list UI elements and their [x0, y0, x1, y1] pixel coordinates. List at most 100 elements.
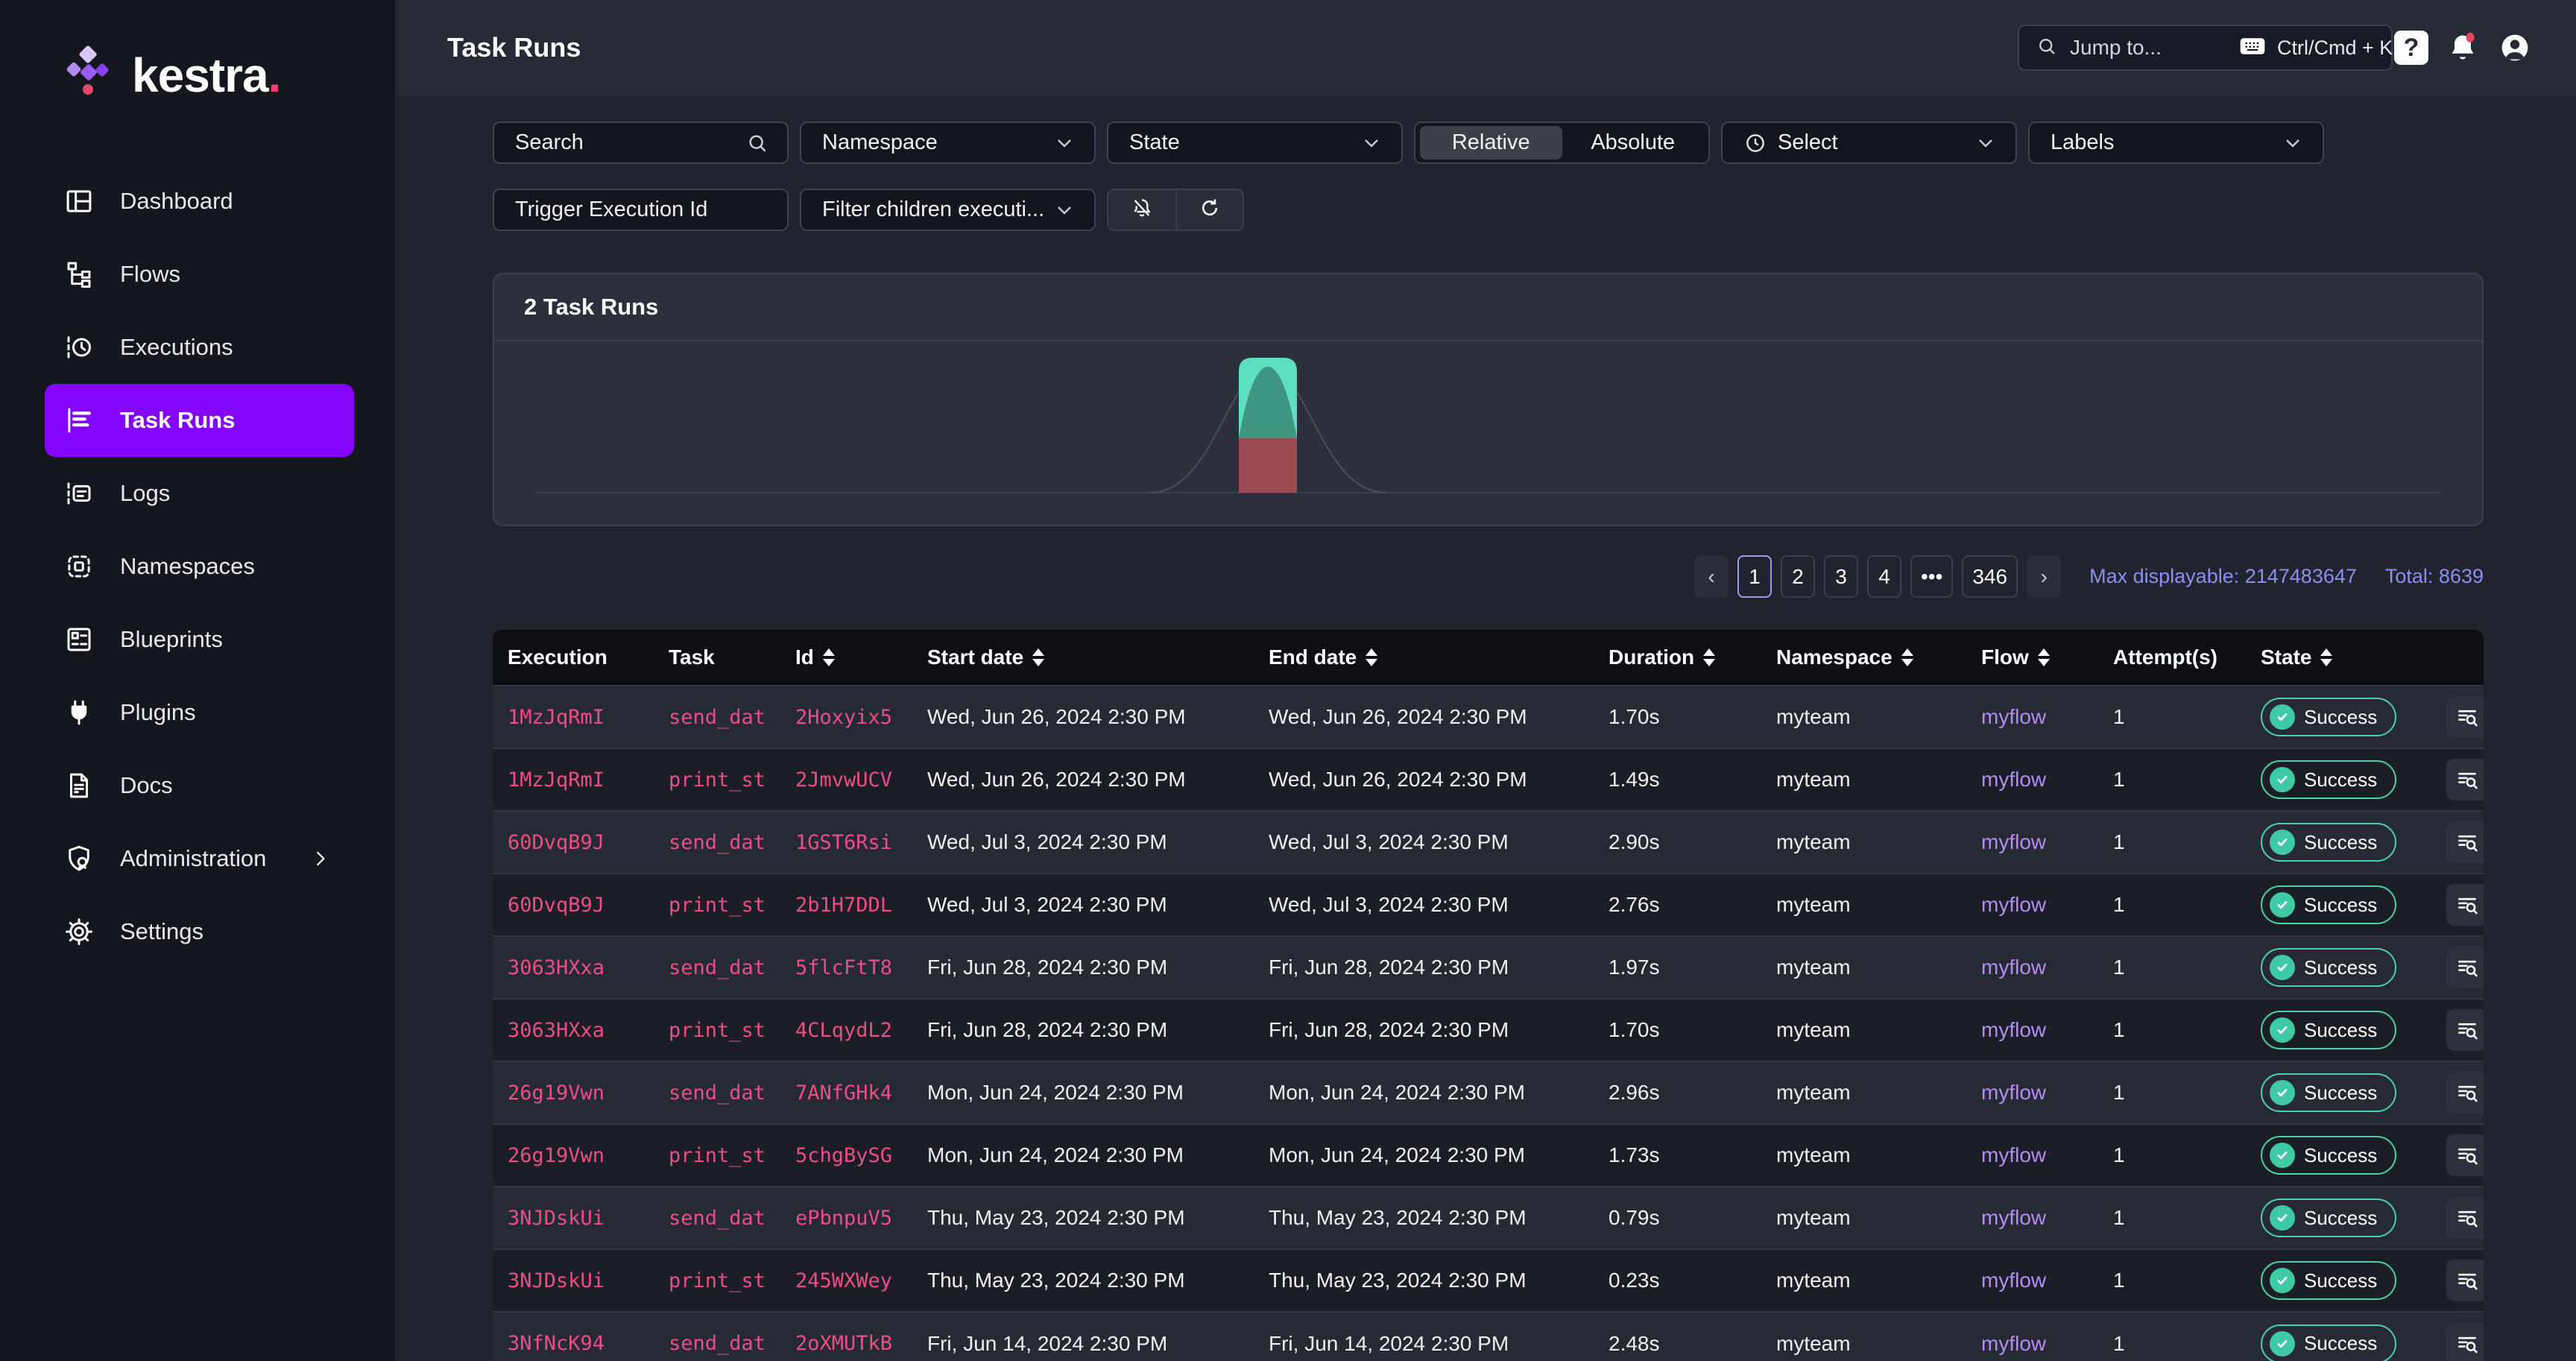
help-button[interactable]: ? — [2394, 31, 2428, 65]
sidebar-item-plugins[interactable]: Plugins — [45, 676, 354, 749]
taskrun-id-link[interactable]: 2Hoxyix5 — [780, 686, 912, 748]
taskrun-id-link[interactable]: 7ANfGHk4 — [780, 1061, 912, 1124]
view-logs-button[interactable] — [2446, 1072, 2484, 1114]
relative-toggle[interactable]: Relative — [1420, 126, 1562, 160]
view-logs-button[interactable] — [2446, 696, 2484, 738]
flow-link[interactable]: myflow — [1981, 1143, 2046, 1166]
sidebar-item-task-runs[interactable]: Task Runs — [45, 384, 354, 457]
execution-id-link[interactable]: 26g19Vwn — [493, 1124, 654, 1187]
taskrun-id-link[interactable]: 2oXMUTkB — [780, 1312, 912, 1361]
pagination-page-3[interactable]: 3 — [1824, 555, 1858, 598]
taskrun-id-link[interactable]: ePbnpuV5 — [780, 1187, 912, 1249]
flow-link[interactable]: myflow — [1981, 768, 2046, 791]
sidebar-item-docs[interactable]: Docs — [45, 749, 354, 822]
sidebar-item-flows[interactable]: Flows — [45, 238, 354, 311]
execution-id-link[interactable]: 3NJDskUi — [493, 1249, 654, 1312]
pagination-page-346[interactable]: 346 — [1962, 555, 2018, 598]
flow-link[interactable]: myflow — [1981, 1081, 2046, 1104]
view-logs-button[interactable] — [2446, 1134, 2484, 1176]
labels-select[interactable]: Labels — [2028, 121, 2324, 164]
notifications-off-button[interactable] — [1108, 190, 1175, 230]
jump-to-search[interactable]: Ctrl/Cmd + K — [2018, 25, 2393, 71]
flow-link[interactable]: myflow — [1981, 956, 2046, 979]
view-logs-button[interactable] — [2446, 1260, 2484, 1301]
execution-id-link[interactable]: 3063HXxa — [493, 999, 654, 1061]
kestra-logo[interactable]: kestra. — [63, 43, 280, 107]
taskrun-id-link[interactable]: 245WXWey — [780, 1249, 912, 1312]
flow-link[interactable]: myflow — [1981, 1332, 2046, 1355]
task-name-link[interactable]: send_dat — [654, 1187, 780, 1249]
task-name-link[interactable]: print_st — [654, 874, 780, 936]
taskrun-id-link[interactable]: 5chgBySG — [780, 1124, 912, 1187]
task-name-link[interactable]: print_st — [654, 999, 780, 1061]
view-logs-button[interactable] — [2446, 1197, 2484, 1239]
execution-id-link[interactable]: 1MzJqRmI — [493, 748, 654, 811]
view-logs-button[interactable] — [2446, 947, 2484, 988]
pagination-page-4[interactable]: 4 — [1867, 555, 1901, 598]
execution-id-link[interactable]: 3NfNcK94 — [493, 1312, 654, 1361]
flow-link[interactable]: myflow — [1981, 1018, 2046, 1041]
sidebar-item-blueprints[interactable]: Blueprints — [45, 603, 354, 676]
task-name-link[interactable]: send_dat — [654, 1061, 780, 1124]
taskrun-id-link[interactable]: 2b1H7DDL — [780, 874, 912, 936]
taskrun-id-link[interactable]: 5flcFtT8 — [780, 936, 912, 999]
view-logs-button[interactable] — [2446, 759, 2484, 801]
column-header-start-date[interactable]: Start date — [912, 630, 1254, 686]
namespace-select[interactable]: Namespace — [800, 121, 1096, 164]
jump-to-input[interactable] — [2070, 36, 2226, 60]
trigger-execution-id-filter[interactable] — [493, 189, 789, 231]
view-logs-button[interactable] — [2446, 884, 2484, 926]
execution-id-link[interactable]: 3NJDskUi — [493, 1187, 654, 1249]
column-header-id[interactable]: Id — [780, 630, 912, 686]
view-logs-button[interactable] — [2446, 1323, 2484, 1361]
execution-id-link[interactable]: 60DvqB9J — [493, 811, 654, 874]
sidebar-item-settings[interactable]: Settings — [45, 895, 354, 968]
task-name-link[interactable]: send_dat — [654, 686, 780, 748]
execution-id-link[interactable]: 26g19Vwn — [493, 1061, 654, 1124]
flow-link[interactable]: myflow — [1981, 1269, 2046, 1292]
search-filter[interactable] — [493, 121, 789, 164]
sidebar-item-administration[interactable]: Administration — [45, 822, 354, 895]
taskrun-id-link[interactable]: 2JmvwUCV — [780, 748, 912, 811]
column-header-end-date[interactable]: End date — [1254, 630, 1594, 686]
task-name-link[interactable]: print_st — [654, 748, 780, 811]
task-name-link[interactable]: send_dat — [654, 1312, 780, 1361]
execution-id-link[interactable]: 3063HXxa — [493, 936, 654, 999]
execution-id-link[interactable]: 60DvqB9J — [493, 874, 654, 936]
flow-link[interactable]: myflow — [1981, 893, 2046, 916]
task-name-link[interactable]: print_st — [654, 1124, 780, 1187]
time-range-select[interactable]: Select — [1721, 121, 2017, 164]
column-header-state[interactable]: State — [2246, 630, 2431, 686]
flow-link[interactable]: myflow — [1981, 830, 2046, 853]
notifications-bell-icon[interactable] — [2445, 30, 2481, 66]
absolute-toggle[interactable]: Absolute — [1562, 126, 1705, 160]
task-name-link[interactable]: send_dat — [654, 811, 780, 874]
pagination-ellipsis[interactable]: ••• — [1910, 555, 1953, 598]
search-input[interactable] — [515, 130, 745, 155]
view-logs-button[interactable] — [2446, 1009, 2484, 1051]
column-header-duration[interactable]: Duration — [1594, 630, 1761, 686]
pagination-page-2[interactable]: 2 — [1781, 555, 1815, 598]
flow-link[interactable]: myflow — [1981, 1206, 2046, 1229]
filter-children-select[interactable]: Filter children executi... — [800, 189, 1096, 231]
pagination-page-1[interactable]: 1 — [1737, 555, 1772, 598]
refresh-button[interactable] — [1175, 190, 1243, 230]
user-avatar[interactable] — [2497, 30, 2533, 66]
sidebar-item-dashboard[interactable]: Dashboard — [45, 165, 354, 238]
taskrun-id-link[interactable]: 1GST6Rsi — [780, 811, 912, 874]
execution-id-link[interactable]: 1MzJqRmI — [493, 686, 654, 748]
pagination-prev-button[interactable]: ‹ — [1694, 555, 1729, 598]
sidebar-item-executions[interactable]: Executions — [45, 311, 354, 384]
sidebar-item-namespaces[interactable]: Namespaces — [45, 530, 354, 603]
taskrun-id-link[interactable]: 4CLqydL2 — [780, 999, 912, 1061]
column-header-namespace[interactable]: Namespace — [1761, 630, 1966, 686]
sidebar-item-logs[interactable]: Logs — [45, 457, 354, 530]
task-name-link[interactable]: print_st — [654, 1249, 780, 1312]
state-select[interactable]: State — [1107, 121, 1403, 164]
flow-link[interactable]: myflow — [1981, 705, 2046, 728]
view-logs-button[interactable] — [2446, 821, 2484, 863]
task-name-link[interactable]: send_dat — [654, 936, 780, 999]
trigger-execution-id-input[interactable] — [515, 198, 769, 222]
column-header-flow[interactable]: Flow — [1966, 630, 2098, 686]
pagination-next-button[interactable]: › — [2027, 555, 2061, 598]
